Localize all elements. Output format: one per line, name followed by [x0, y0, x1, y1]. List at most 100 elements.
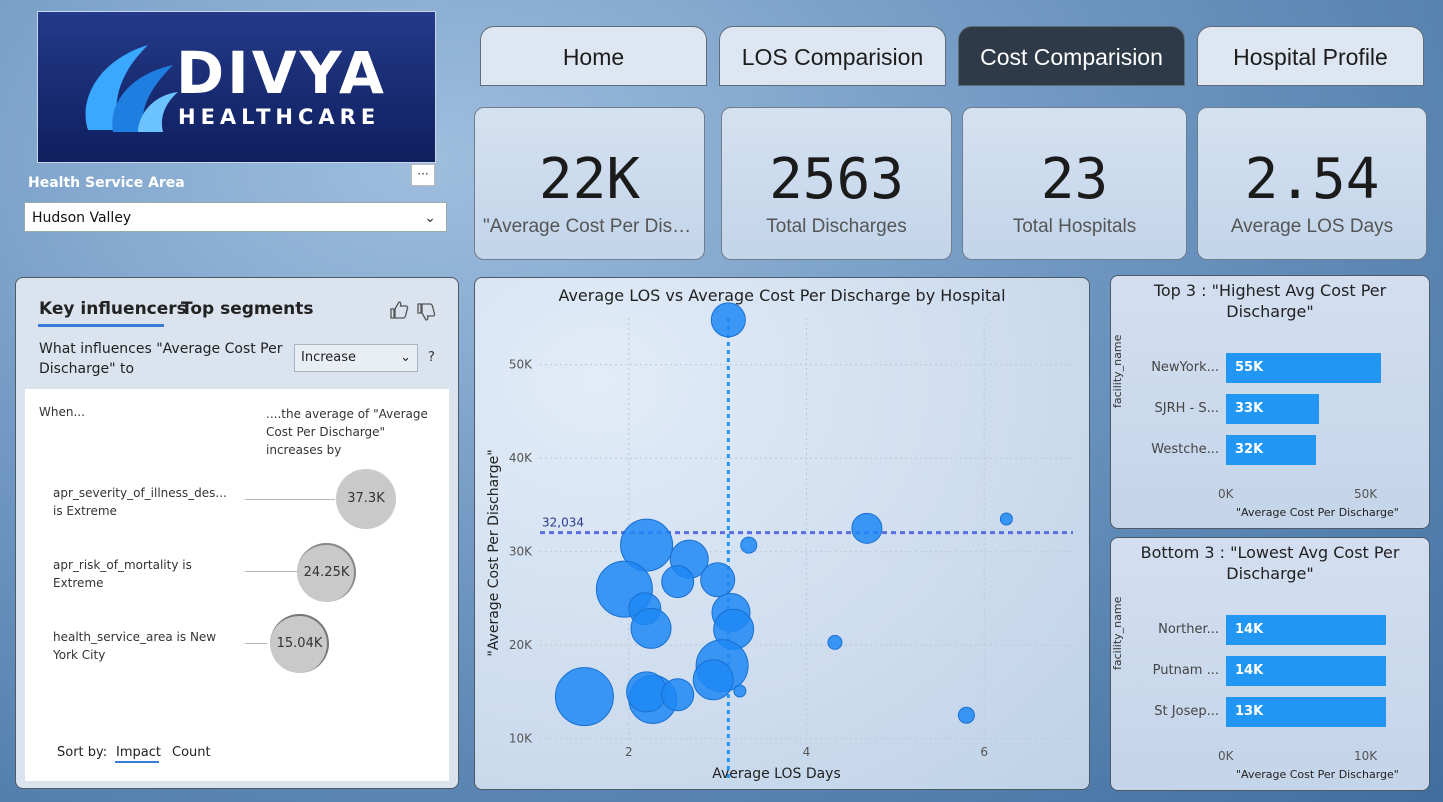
scatter-chart[interactable]: 10K 20K 30K 40K 50K 2 4 6 32,034 Average LOS Days…	[475, 278, 1091, 791]
nav-cost-comparision-button[interactable]: Cost Comparision	[958, 26, 1185, 86]
when-heading: When...	[39, 405, 85, 419]
kpi-card-avg-los: 2.54 Average LOS Days	[1197, 107, 1427, 260]
y-average-label: 32,034	[542, 516, 584, 530]
x-axis-label: Average LOS Days	[712, 766, 841, 782]
bar-category-label: Norther...	[1158, 622, 1219, 637]
scatter-point[interactable]	[851, 512, 883, 544]
tab-top-segments[interactable]: Top segments	[181, 299, 314, 319]
y-tick-label: 30K	[509, 545, 533, 559]
kpi-value: 22K	[538, 147, 641, 212]
kpi-label: Total Discharges	[766, 216, 907, 237]
x-axis-label: "Average Cost Per Discharge"	[1236, 506, 1399, 519]
bar[interactable]	[1226, 656, 1386, 686]
scatter-point[interactable]	[661, 678, 695, 712]
y-axis-label: "Average Cost Per Discharge"	[486, 449, 502, 656]
logo-subtitle: HEALTHCARE	[178, 105, 381, 129]
scatter-point[interactable]	[661, 565, 695, 599]
scatter-point[interactable]	[827, 634, 843, 650]
sort-count-button[interactable]: Count	[172, 745, 211, 760]
scatter-point[interactable]	[626, 671, 668, 713]
scatter-point[interactable]	[957, 706, 975, 724]
bar-value-label: 13K	[1235, 704, 1264, 719]
scatter-point[interactable]	[554, 667, 614, 727]
chart-title: Bottom 3 : "Lowest Avg Cost Per Discharg…	[1140, 543, 1400, 583]
dropdown-value: Hudson Valley	[32, 210, 132, 226]
scatter-point[interactable]	[733, 684, 747, 698]
bar-category-label: St Josep...	[1154, 704, 1219, 719]
direction-dropdown[interactable]: Increase ⌄	[294, 344, 418, 372]
bar-category-label: NewYork...	[1151, 360, 1219, 375]
influencer-list: When... ....the average of "Average Cost…	[25, 389, 449, 781]
chevron-down-icon: ⌄	[400, 350, 411, 365]
thumbs-up-icon[interactable]	[389, 300, 409, 320]
kpi-label: Average LOS Days	[1230, 216, 1394, 237]
y-tick-label: 50K	[509, 358, 533, 372]
bar-category-label: SJRH - S...	[1154, 401, 1220, 416]
kpi-value: 23	[1040, 147, 1109, 212]
bar-value-label: 14K	[1235, 663, 1264, 678]
direction-value: Increase	[301, 350, 357, 365]
bar-value-label: 55K	[1235, 360, 1264, 375]
kpi-label: Total Hospitals	[1012, 216, 1137, 237]
bar[interactable]	[1226, 697, 1386, 727]
bar[interactable]	[1226, 394, 1320, 424]
bar-value-label: 14K	[1235, 622, 1264, 637]
x-tick-label: 0K	[1218, 749, 1234, 763]
y-tick-label: 40K	[509, 451, 533, 465]
x-tick-label: 10K	[1354, 749, 1378, 763]
scatter-point[interactable]	[630, 607, 672, 649]
top3-bar-chart-card: Top 3 : "Highest Avg Cost Per Discharge"…	[1110, 275, 1430, 529]
logo-wordmark: DIVYA	[176, 39, 387, 107]
influencer-label[interactable]: apr_severity_of_illness_des... is Extrem…	[53, 486, 227, 518]
scatter-point[interactable]	[999, 512, 1013, 526]
bar-value-label: 33K	[1235, 401, 1264, 416]
scatter-point[interactable]	[700, 562, 736, 598]
leaf-logo-icon	[85, 45, 178, 132]
scatter-point[interactable]	[692, 659, 734, 701]
bar-value-label: 32K	[1235, 442, 1264, 457]
bar[interactable]	[1226, 353, 1382, 383]
help-icon[interactable]: ?	[428, 350, 435, 365]
kpi-card-total-discharges: 2563 Total Discharges	[721, 107, 952, 260]
bar[interactable]	[1226, 615, 1386, 645]
bar-category-label: Westche...	[1151, 442, 1219, 457]
influencer-ring	[336, 469, 396, 529]
y-axis-label: facility_name	[1111, 334, 1124, 408]
scatter-point[interactable]	[740, 536, 758, 554]
kpi-card-total-hospitals: 23 Total Hospitals	[962, 107, 1187, 260]
active-tab-underline	[38, 324, 164, 327]
health-service-area-label: Health Service Area	[28, 175, 185, 191]
influencer-label[interactable]: apr_risk_of_mortality is Extreme	[53, 558, 192, 590]
scatter-chart-panel: Average LOS vs Average Cost Per Discharg…	[474, 277, 1090, 790]
x-tick-label: 4	[803, 745, 811, 759]
influencer-ring	[297, 543, 356, 602]
y-axis-label: facility_name	[1111, 596, 1124, 670]
chart-title: Average LOS vs Average Cost Per Discharg…	[558, 286, 1006, 305]
influencer-label[interactable]: health_service_area is New York City	[53, 630, 217, 662]
bar-category-label: Putnam ...	[1152, 663, 1219, 678]
more-options-button[interactable]: ···	[411, 164, 435, 186]
x-tick-label: 0K	[1218, 487, 1234, 501]
nav-hospital-profile-button[interactable]: Hospital Profile	[1197, 26, 1424, 86]
bar[interactable]	[1226, 435, 1317, 465]
influencer-connector	[245, 499, 335, 500]
health-service-area-dropdown[interactable]: Hudson Valley ⌄	[24, 202, 447, 232]
sort-by-label: Sort by:	[57, 745, 108, 760]
nav-home-button[interactable]: Home	[480, 26, 707, 86]
average-heading: ....the average of "Average Cost Per Dis…	[266, 407, 428, 457]
scatter-point[interactable]	[710, 302, 746, 338]
sort-impact-button[interactable]: Impact	[116, 745, 161, 760]
x-tick-label: 6	[980, 745, 988, 759]
nav-los-comparision-button[interactable]: LOS Comparision	[719, 26, 946, 86]
influencer-connector	[245, 643, 267, 644]
tab-key-influencers[interactable]: Key influencers	[39, 299, 187, 319]
y-tick-label: 20K	[509, 638, 533, 652]
influencer-question: What influences "Average Cost Per Discha…	[39, 341, 283, 377]
scatter-point[interactable]	[620, 518, 674, 572]
thumbs-down-icon[interactable]	[416, 302, 436, 322]
kpi-value: 2563	[769, 147, 904, 212]
kpi-label: "Average Cost Per Disch...	[483, 216, 696, 237]
bottom3-bar-chart-card: Bottom 3 : "Lowest Avg Cost Per Discharg…	[1110, 537, 1430, 791]
kpi-value: 2.54	[1244, 147, 1380, 212]
x-axis-label: "Average Cost Per Discharge"	[1236, 768, 1399, 781]
